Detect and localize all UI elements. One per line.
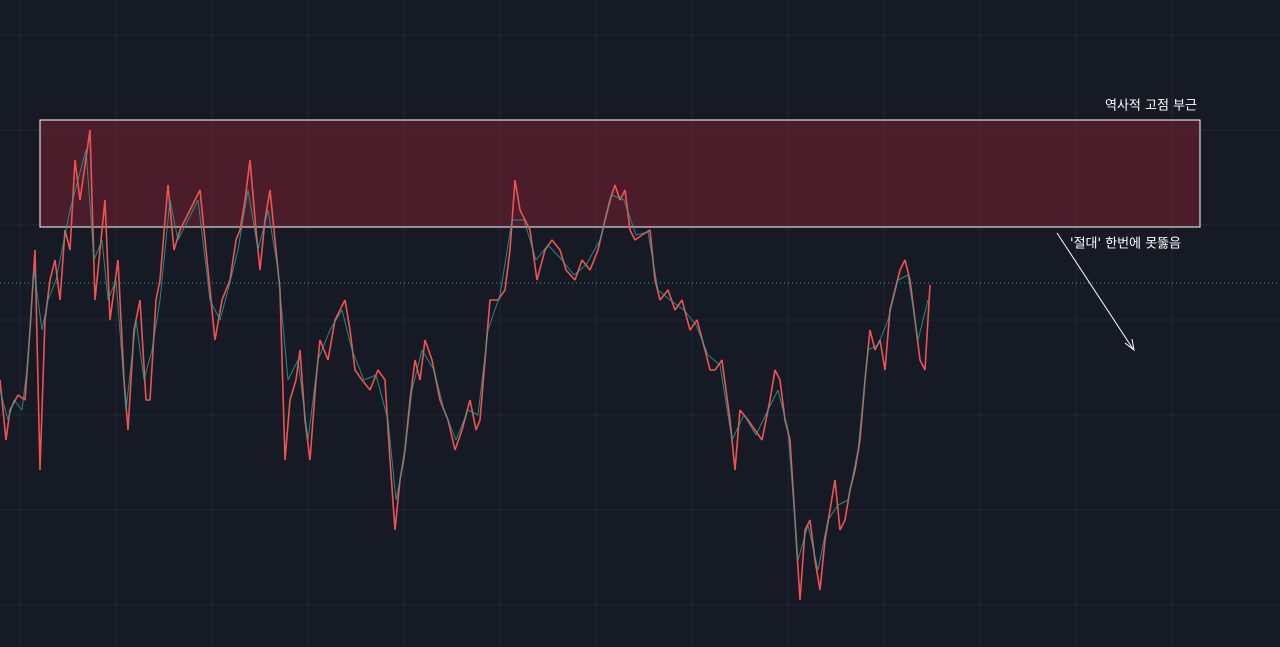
arrow-label: '절대' 한번에 못뚫음: [1070, 237, 1181, 252]
arrow-shaft: [1056, 232, 1134, 350]
price-trace-up: [0, 149, 929, 571]
zone-label: 역사적 고점 부근: [1105, 99, 1197, 114]
arrow-head: [1124, 338, 1135, 352]
resistance-zone: [39, 119, 1201, 228]
price-trace: [0, 129, 931, 601]
